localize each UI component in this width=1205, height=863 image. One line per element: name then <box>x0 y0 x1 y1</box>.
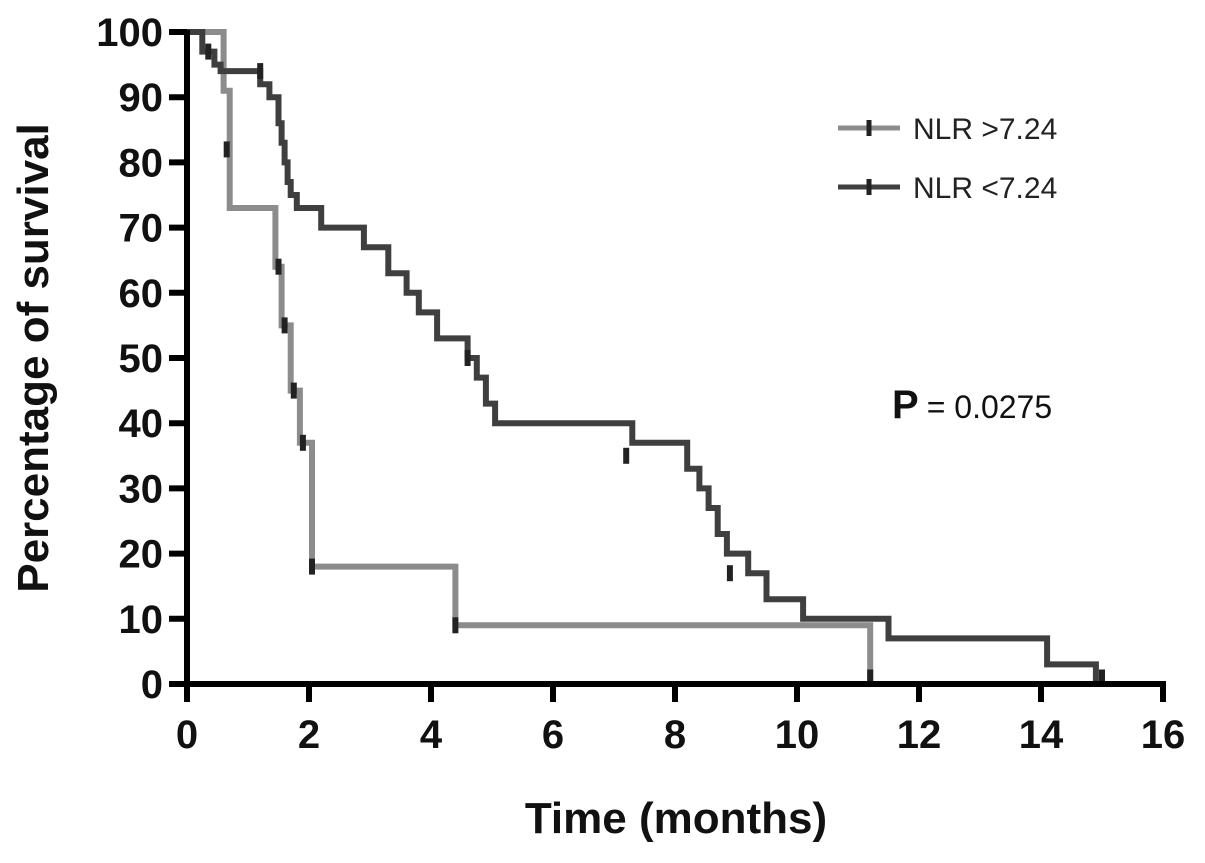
y-tick-label-40: 40 <box>119 402 164 446</box>
x-tick-label-14: 14 <box>1019 713 1064 757</box>
y-tick-label-30: 30 <box>119 467 164 511</box>
tick-group: 0 10 20 30 40 50 60 70 80 90 100 0 2 4 6 8 10 12 14 16 <box>96 11 1185 757</box>
plot-area <box>187 29 1105 686</box>
legend-item-nlr-low: NLR <7.24 <box>838 172 1057 205</box>
x-axis-title: Time (months) <box>525 794 827 843</box>
y-tick-label-50: 50 <box>119 337 164 381</box>
legend: NLR >7.24 NLR <7.24 <box>838 113 1057 205</box>
x-tick-label-16: 16 <box>1141 713 1186 757</box>
x-tick-label-0: 0 <box>176 713 198 757</box>
p-value-annotation: P = 0.0275 <box>892 383 1052 427</box>
p-value-text: P = 0.0275 <box>892 383 1052 427</box>
x-tick-label-8: 8 <box>664 713 686 757</box>
y-tick-label-70: 70 <box>119 207 164 251</box>
y-tick-label-0: 0 <box>141 663 163 707</box>
legend-label-nlr-high: NLR >7.24 <box>913 113 1057 146</box>
y-tick-label-80: 80 <box>119 141 164 185</box>
series-line-nlr-low <box>187 29 1099 684</box>
x-tick-label-12: 12 <box>897 713 942 757</box>
p-value-label: P <box>892 383 919 427</box>
series-line-nlr-high <box>187 29 874 684</box>
legend-item-nlr-high: NLR >7.24 <box>838 113 1057 146</box>
y-tick-label-60: 60 <box>119 272 164 316</box>
y-tick-label-100: 100 <box>96 11 163 55</box>
y-tick-label-90: 90 <box>119 76 164 120</box>
x-tick-label-10: 10 <box>775 713 820 757</box>
legend-label-nlr-low: NLR <7.24 <box>913 172 1057 205</box>
y-axis-title: Percentage of survival <box>9 123 58 593</box>
y-tick-label-20: 20 <box>119 533 164 577</box>
p-value-number: = 0.0275 <box>927 389 1052 425</box>
y-axis-title-group: Percentage of survival <box>9 123 58 593</box>
y-tick-label-10: 10 <box>119 598 164 642</box>
x-tick-label-6: 6 <box>542 713 564 757</box>
x-tick-label-4: 4 <box>420 713 443 757</box>
x-tick-label-2: 2 <box>298 713 320 757</box>
